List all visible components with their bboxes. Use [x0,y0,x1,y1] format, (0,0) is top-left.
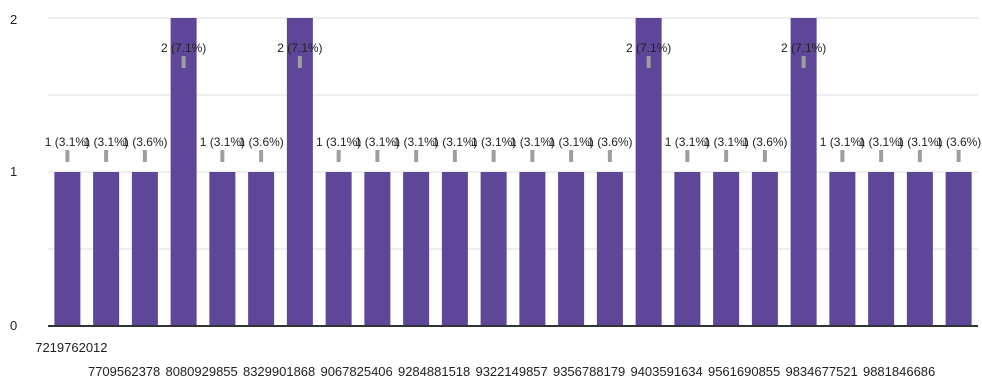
bar [519,172,546,326]
bar [325,172,352,326]
gridlines [48,17,978,250]
data-label-leader [259,150,264,162]
bar [403,172,430,326]
x-tick-label: 9881846686 [863,364,935,379]
x-tick-label: 9067825406 [320,364,392,379]
data-label: 1 (3.6%) [587,135,632,149]
data-label-leader [762,150,767,162]
bar [286,18,313,326]
x-tick-label: 9561690855 [708,364,780,379]
data-label-leader [879,150,884,162]
data-label-leader [956,150,961,162]
data-label: 1 (3.1%) [858,135,903,149]
data-label-leader [840,150,845,162]
x-tick-label: 9834677521 [785,364,857,379]
bar [906,172,933,326]
data-label-leader [220,150,225,162]
data-label: 1 (3.1%) [897,135,942,149]
data-label-leader [104,150,109,162]
bar [480,172,507,326]
bar [209,172,236,326]
x-tick-label: 8080929855 [165,364,237,379]
bar [945,172,972,326]
data-label: 1 (3.6%) [122,135,167,149]
data-label: 2 (7.1%) [781,41,826,55]
bar [558,172,585,326]
bar [713,172,740,326]
bar [790,18,817,326]
data-label: 1 (3.1%) [548,135,593,149]
data-label: 1 (3.1%) [432,135,477,149]
data-label-leader [569,150,574,162]
data-label: 1 (3.1%) [355,135,400,149]
data-label: 1 (3.1%) [665,135,710,149]
bar [596,172,623,326]
axes: 0 1 2 7219762012 7709562378 8080929855 8329901… [10,12,978,379]
data-label-leader [801,56,806,68]
data-label: 1 (3.1%) [471,135,516,149]
data-label: 1 (3.1%) [45,135,90,149]
data-label-leader [297,56,302,68]
data-label: 2 (7.1%) [161,41,206,55]
data-label-leader [530,150,535,162]
data-label-leader [375,150,380,162]
y-tick-label: 0 [10,318,17,333]
x-tick-label: 7709562378 [88,364,160,379]
data-label: 1 (3.6%) [238,135,283,149]
bar [441,172,468,326]
data-label-leader [646,56,651,68]
data-label: 1 (3.6%) [936,135,981,149]
data-label-leader [685,150,690,162]
data-label: 2 (7.1%) [277,41,322,55]
data-label-leader [65,150,70,162]
bar [248,172,275,326]
bar [635,18,662,326]
bar [54,172,81,326]
x-tick-label: 8329901868 [243,364,315,379]
y-tick-label: 2 [10,12,17,27]
x-tick-label: 9284881518 [398,364,470,379]
data-label-leader [336,150,341,162]
bar [829,172,856,326]
data-label-leader [452,150,457,162]
x-tick-label: 7219762012 [35,340,107,355]
data-label: 1 (3.1%) [200,135,245,149]
data-label-leader [917,150,922,162]
data-labels: 1 (3.1%)1 (3.1%)1 (3.6%)2 (7.1%)1 (3.1%)… [45,41,981,162]
data-label-leader [414,150,419,162]
x-tick-label: 9356788179 [553,364,625,379]
data-label: 2 (7.1%) [626,41,671,55]
data-label-leader [181,56,186,68]
bar [170,18,197,326]
y-tick-label: 1 [10,164,17,179]
bar [131,172,158,326]
bar [674,172,701,326]
bar [868,172,895,326]
data-label: 1 (3.1%) [703,135,748,149]
data-label-leader [491,150,496,162]
data-label-leader [724,150,729,162]
data-label-leader [142,150,147,162]
data-label: 1 (3.1%) [316,135,361,149]
bar [364,172,391,326]
data-label: 1 (3.1%) [510,135,555,149]
data-label: 1 (3.1%) [820,135,865,149]
x-tick-label: 9322149857 [475,364,547,379]
bar [751,172,778,326]
data-label: 1 (3.6%) [742,135,787,149]
data-label: 1 (3.1%) [83,135,128,149]
bar [93,172,120,326]
x-tick-label: 9403591634 [630,364,702,379]
data-label: 1 (3.1%) [393,135,438,149]
data-label-leader [607,150,612,162]
bars [54,18,972,326]
